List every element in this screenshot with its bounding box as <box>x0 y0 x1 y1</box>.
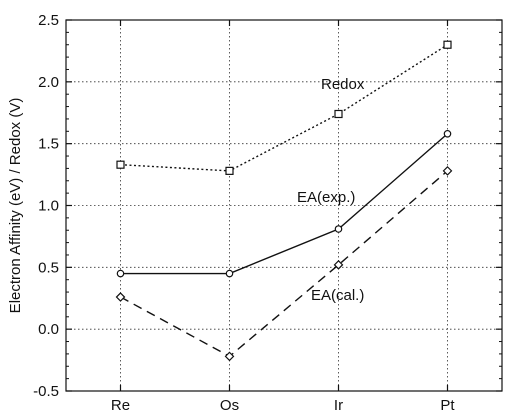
data-point <box>225 269 234 278</box>
series-labels: Redox EA(exp.) EA(cal.) <box>297 76 365 304</box>
data-point <box>224 351 235 362</box>
y-tick-label: 0.5 <box>38 259 59 276</box>
data-point <box>334 109 343 119</box>
series-label-ea-cal: EA(cal.) <box>311 287 364 304</box>
y-tick-label: 2.0 <box>38 74 59 91</box>
data-point <box>443 129 452 138</box>
series-2 <box>115 166 453 362</box>
data-point <box>115 292 126 302</box>
series-line <box>120 44 448 172</box>
series <box>115 40 453 362</box>
y-tick-label: 0.0 <box>38 321 59 338</box>
data-point <box>333 260 344 270</box>
series-label-redox: Redox <box>321 76 365 93</box>
series-1 <box>116 129 452 278</box>
data-point <box>116 269 125 278</box>
axis-ticks <box>66 19 502 392</box>
series-label-ea-exp: EA(exp.) <box>297 189 355 206</box>
data-point <box>225 166 234 175</box>
series-0 <box>116 40 452 175</box>
series-line <box>120 133 448 275</box>
series-line <box>120 170 448 358</box>
x-tick-label: Ir <box>334 397 343 414</box>
y-tick-label: 1.5 <box>38 136 59 153</box>
x-tick-label: Pt <box>440 397 455 414</box>
x-tick-label: Os <box>220 397 239 414</box>
y-axis-label: Electron Affinity (eV) / Redox (V) <box>7 98 24 314</box>
y-tick-label: -0.5 <box>33 383 59 400</box>
x-tick-label: Re <box>111 397 130 414</box>
data-point <box>334 225 343 233</box>
grid <box>66 20 502 391</box>
tick-labels: -0.5 0.0 0.5 1.0 1.5 2.0 2.5 Re Os Ir Pt <box>33 12 455 414</box>
data-point <box>443 40 452 49</box>
data-point <box>116 160 125 169</box>
data-point <box>442 166 453 176</box>
y-tick-label: 2.5 <box>38 12 59 29</box>
y-tick-label: 1.0 <box>38 198 59 215</box>
